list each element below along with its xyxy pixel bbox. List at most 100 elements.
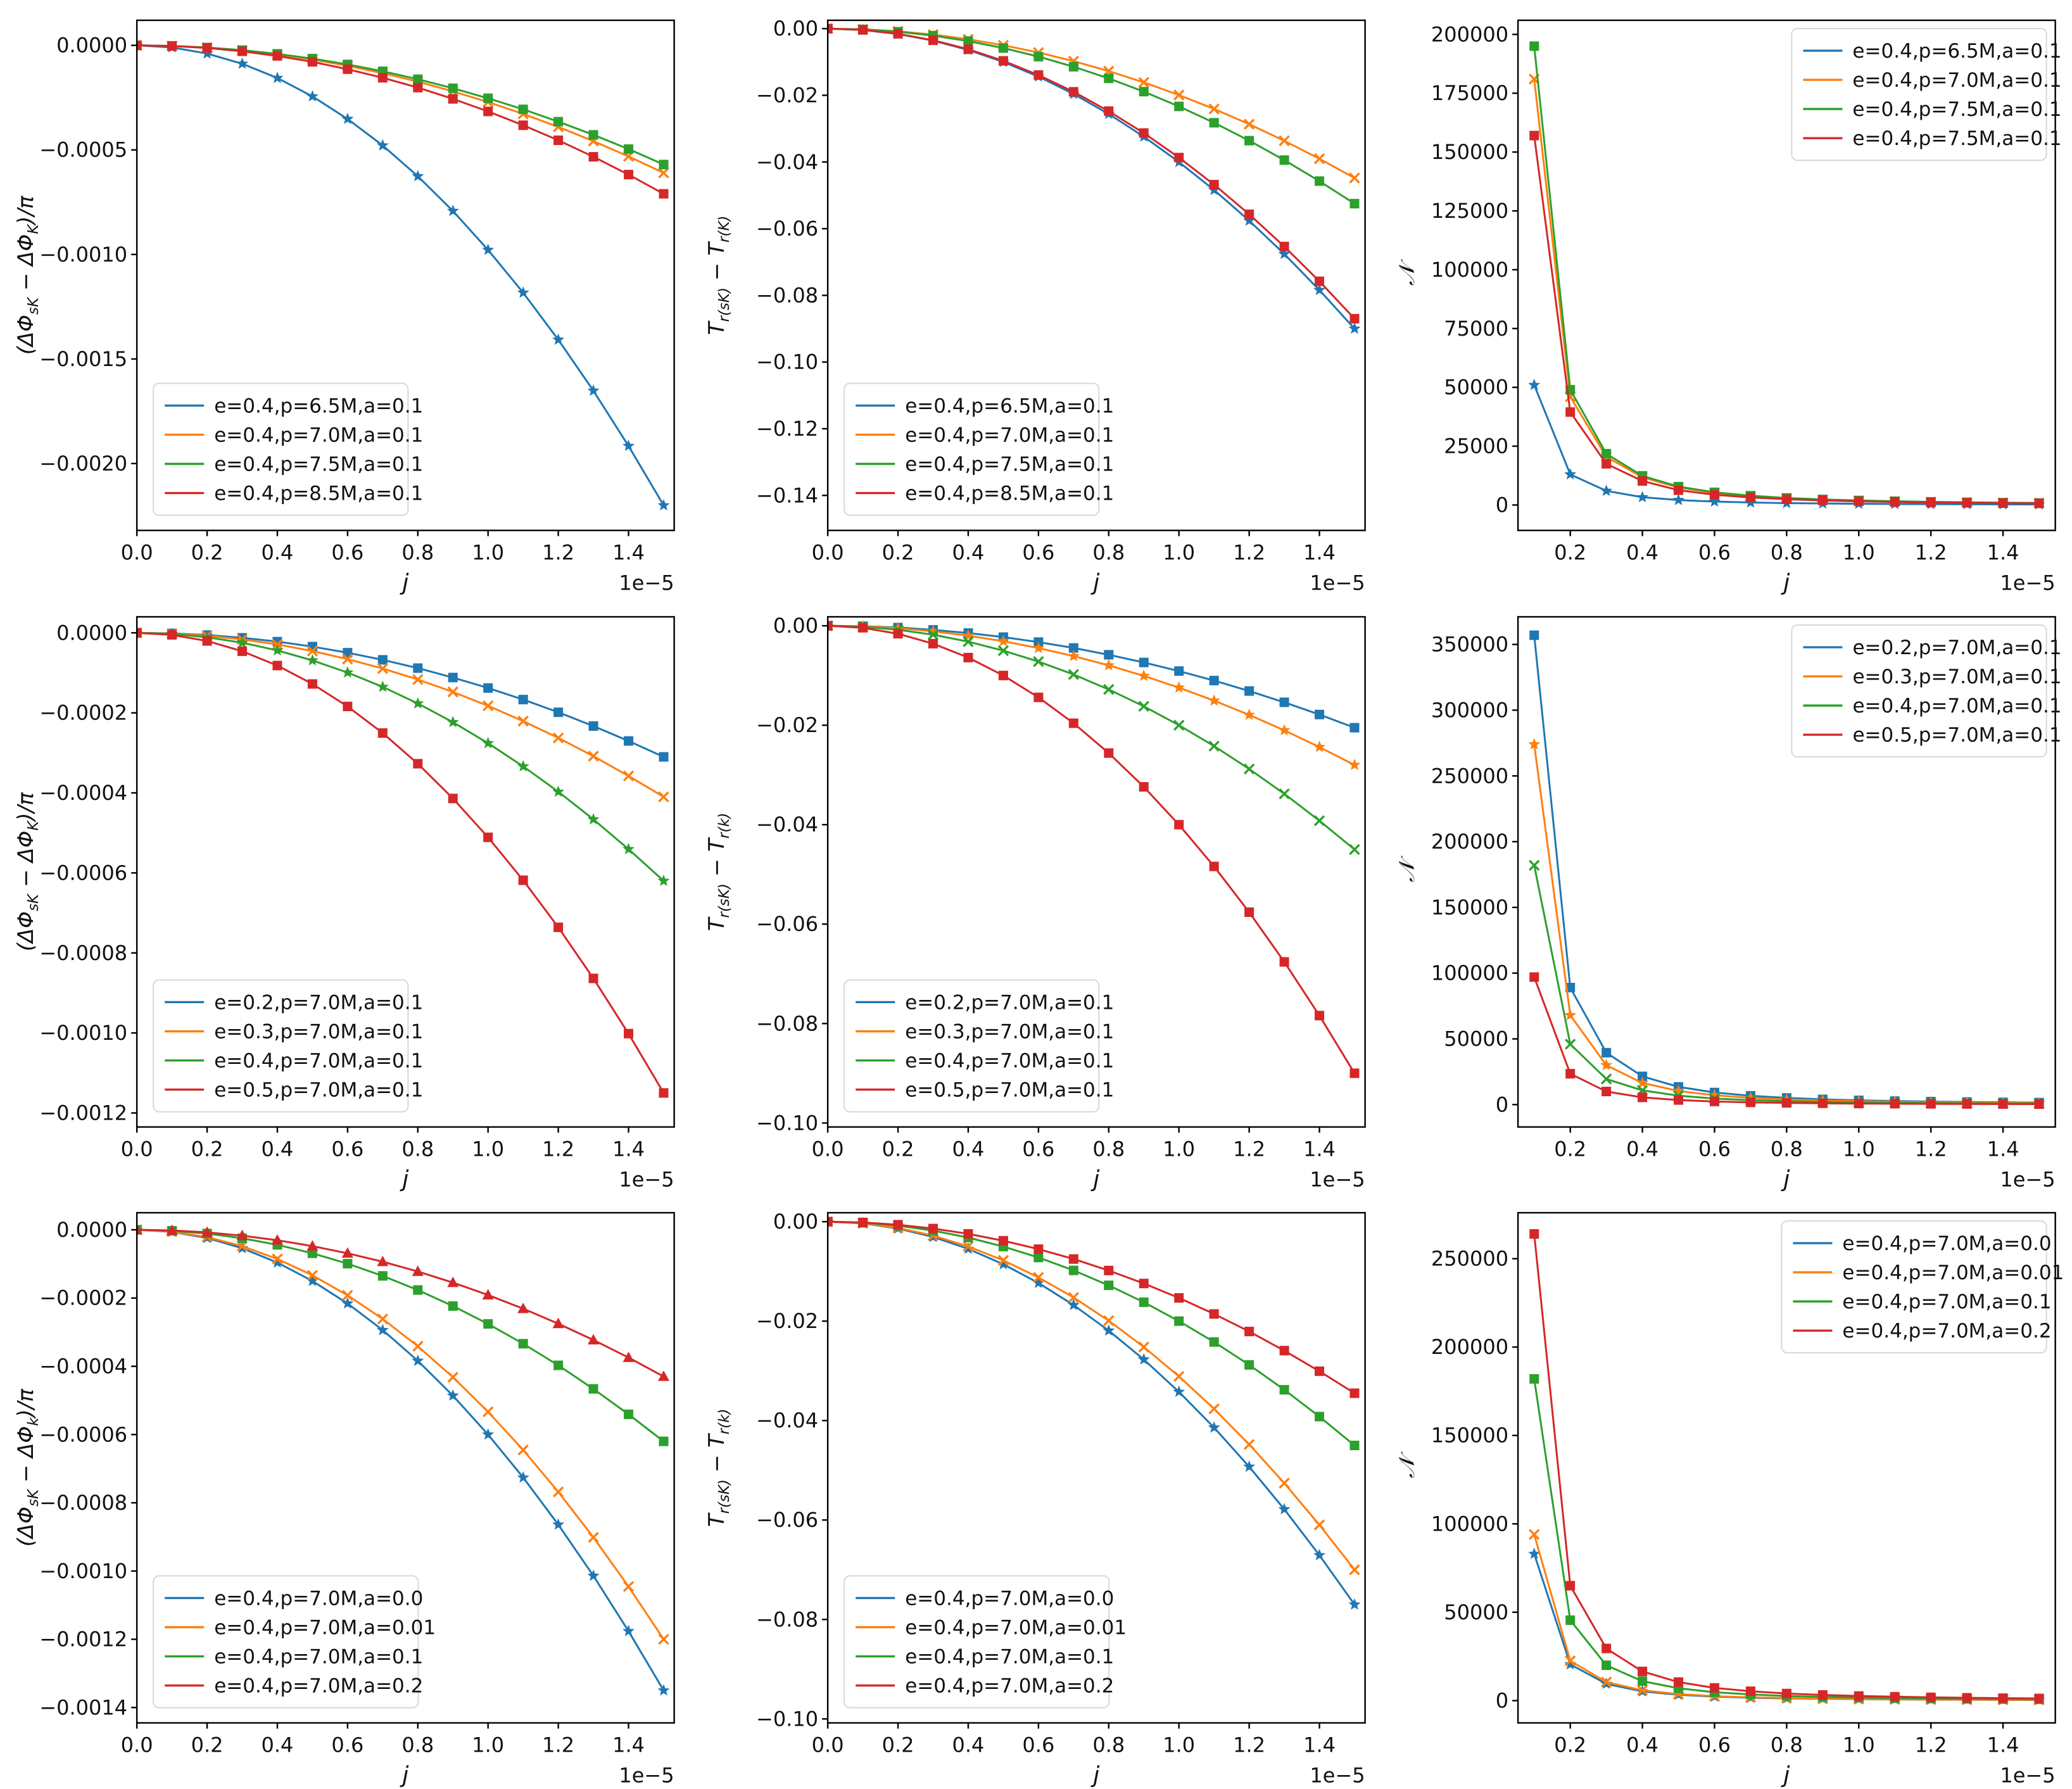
marker-x: [342, 1290, 353, 1301]
y-tick-label: −0.0020: [39, 452, 127, 476]
y-tick-label: 50000: [1444, 1600, 1509, 1624]
marker-star: [376, 1324, 389, 1336]
marker-star: [997, 1258, 1009, 1270]
marker-square: [1349, 313, 1360, 324]
legend-label: e=0.4,p=7.0M,a=0.0: [214, 1588, 423, 1610]
marker-x: [1313, 153, 1325, 165]
x-axis-offset-label: 1e−5: [1310, 571, 1365, 595]
marker-square: [1139, 87, 1149, 97]
plot-area: [1528, 630, 2045, 1109]
marker-star: [482, 736, 495, 749]
y-tick-label: −0.04: [756, 812, 818, 837]
marker-square: [1782, 494, 1792, 504]
y-axis-label: 𝒩: [1394, 855, 1420, 882]
marker-star: [341, 1297, 354, 1309]
axes-frame: [826, 19, 1366, 531]
marker-star: [1172, 1386, 1185, 1398]
y-tick-label: −0.0006: [39, 861, 127, 885]
x-axis-label: j: [1781, 570, 1790, 596]
marker-star: [1564, 1658, 1577, 1670]
legend-label: e=0.4,p=7.0M,a=0.1: [905, 1646, 1114, 1669]
marker-star: [1102, 1324, 1115, 1336]
marker-star: [1172, 681, 1185, 693]
marker-star: [1709, 1089, 1721, 1101]
marker-square: [2034, 498, 2044, 509]
legend-label: e=0.4,p=7.0M,a=0.2: [1843, 1320, 2052, 1343]
x-tick-label: 1.4: [1987, 1733, 2019, 1757]
marker-x: [1173, 719, 1185, 731]
marker-star: [1208, 184, 1220, 196]
y-tick-label: −0.0012: [39, 1101, 127, 1125]
marker-square: [137, 41, 142, 51]
marker-square: [1782, 1097, 1792, 1108]
marker-square: [1103, 650, 1113, 660]
legend-label: e=0.4,p=7.0M,a=0.1: [214, 424, 423, 446]
series-line: [827, 27, 1355, 320]
series-line: [827, 1220, 1355, 1605]
marker-star: [587, 1569, 600, 1581]
legend-label: e=0.2,p=7.0M,a=0.1: [905, 991, 1114, 1014]
y-tick-label: −0.0005: [39, 138, 127, 162]
marker-square: [237, 46, 248, 56]
legend: e=0.4,p=7.0M,a=0.0 e=0.4,p=7.0M,a=0.01 e=0…: [153, 1575, 436, 1709]
axes: 0.0 0.2 0.4 0.6 0.8 1.0 1.2 1.4 0.0000 −0.0002 −0.…: [39, 621, 645, 1161]
marker-square: [1173, 1317, 1184, 1327]
y-tick-label: −0.10: [756, 1111, 818, 1135]
x-tick-label: 0.8: [1092, 541, 1125, 565]
x-tick-label: 0.2: [191, 1137, 224, 1161]
marker-square: [624, 736, 634, 746]
x-tick-label: 0.0: [121, 1137, 153, 1161]
series-line: [137, 44, 664, 195]
marker-square: [1529, 41, 1539, 51]
axes: 0.0 0.2 0.4 0.6 0.8 1.0 1.2 1.4 0.0000 −0.0002 −0.…: [39, 1218, 645, 1757]
y-tick-label: 175000: [1431, 81, 1508, 105]
marker-square: [588, 973, 598, 983]
marker-square: [928, 35, 938, 46]
x-tick-label: 0.4: [262, 1733, 294, 1757]
marker-star: [376, 680, 389, 692]
marker-square: [1565, 1581, 1576, 1591]
marker-square: [1638, 1092, 1648, 1103]
marker-x: [1313, 1519, 1325, 1531]
marker-square: [448, 1301, 458, 1312]
marker-star: [306, 654, 319, 666]
marker-star: [1528, 1548, 1541, 1560]
x-tick-label: 0.2: [191, 1733, 224, 1757]
marker-square: [1209, 861, 1219, 871]
marker-star: [376, 139, 389, 151]
marker-star: [446, 1389, 459, 1401]
marker-x: [1348, 1564, 1360, 1576]
marker-star: [201, 47, 213, 59]
marker-x: [588, 750, 599, 762]
marker-star: [306, 90, 319, 102]
marker-square: [1349, 199, 1360, 209]
y-tick-label: −0.0014: [39, 1696, 127, 1720]
marker-square: [1139, 1298, 1149, 1308]
x-tick-label: 0.6: [331, 1733, 363, 1757]
marker-triangle: [447, 1277, 459, 1287]
marker-x: [377, 1313, 389, 1325]
y-tick-label: 200000: [1431, 22, 1508, 46]
marker-star: [657, 874, 670, 886]
marker-square: [343, 647, 353, 657]
x-tick-label: 0.2: [881, 1733, 914, 1757]
plot-area: [827, 619, 1361, 1078]
marker-square: [1818, 1690, 1828, 1700]
marker-square: [483, 106, 493, 117]
marker-square: [448, 94, 458, 104]
series-line: [137, 1229, 665, 1691]
marker-square: [1033, 692, 1044, 702]
marker-star: [446, 716, 459, 728]
marker-triangle: [201, 1226, 213, 1237]
marker-square: [1244, 136, 1254, 146]
marker-triangle: [412, 1265, 424, 1277]
marker-square: [1103, 1266, 1113, 1276]
marker-x: [1565, 1655, 1576, 1667]
x-tick-label: 0.6: [1022, 541, 1054, 565]
x-tick-label: 0.2: [881, 1137, 914, 1161]
marker-square: [998, 56, 1008, 66]
marker-square: [272, 51, 282, 61]
x-tick-label: 1.2: [1915, 1137, 1947, 1161]
y-tick-label: 150000: [1431, 1424, 1508, 1448]
marker-square: [1565, 982, 1576, 992]
